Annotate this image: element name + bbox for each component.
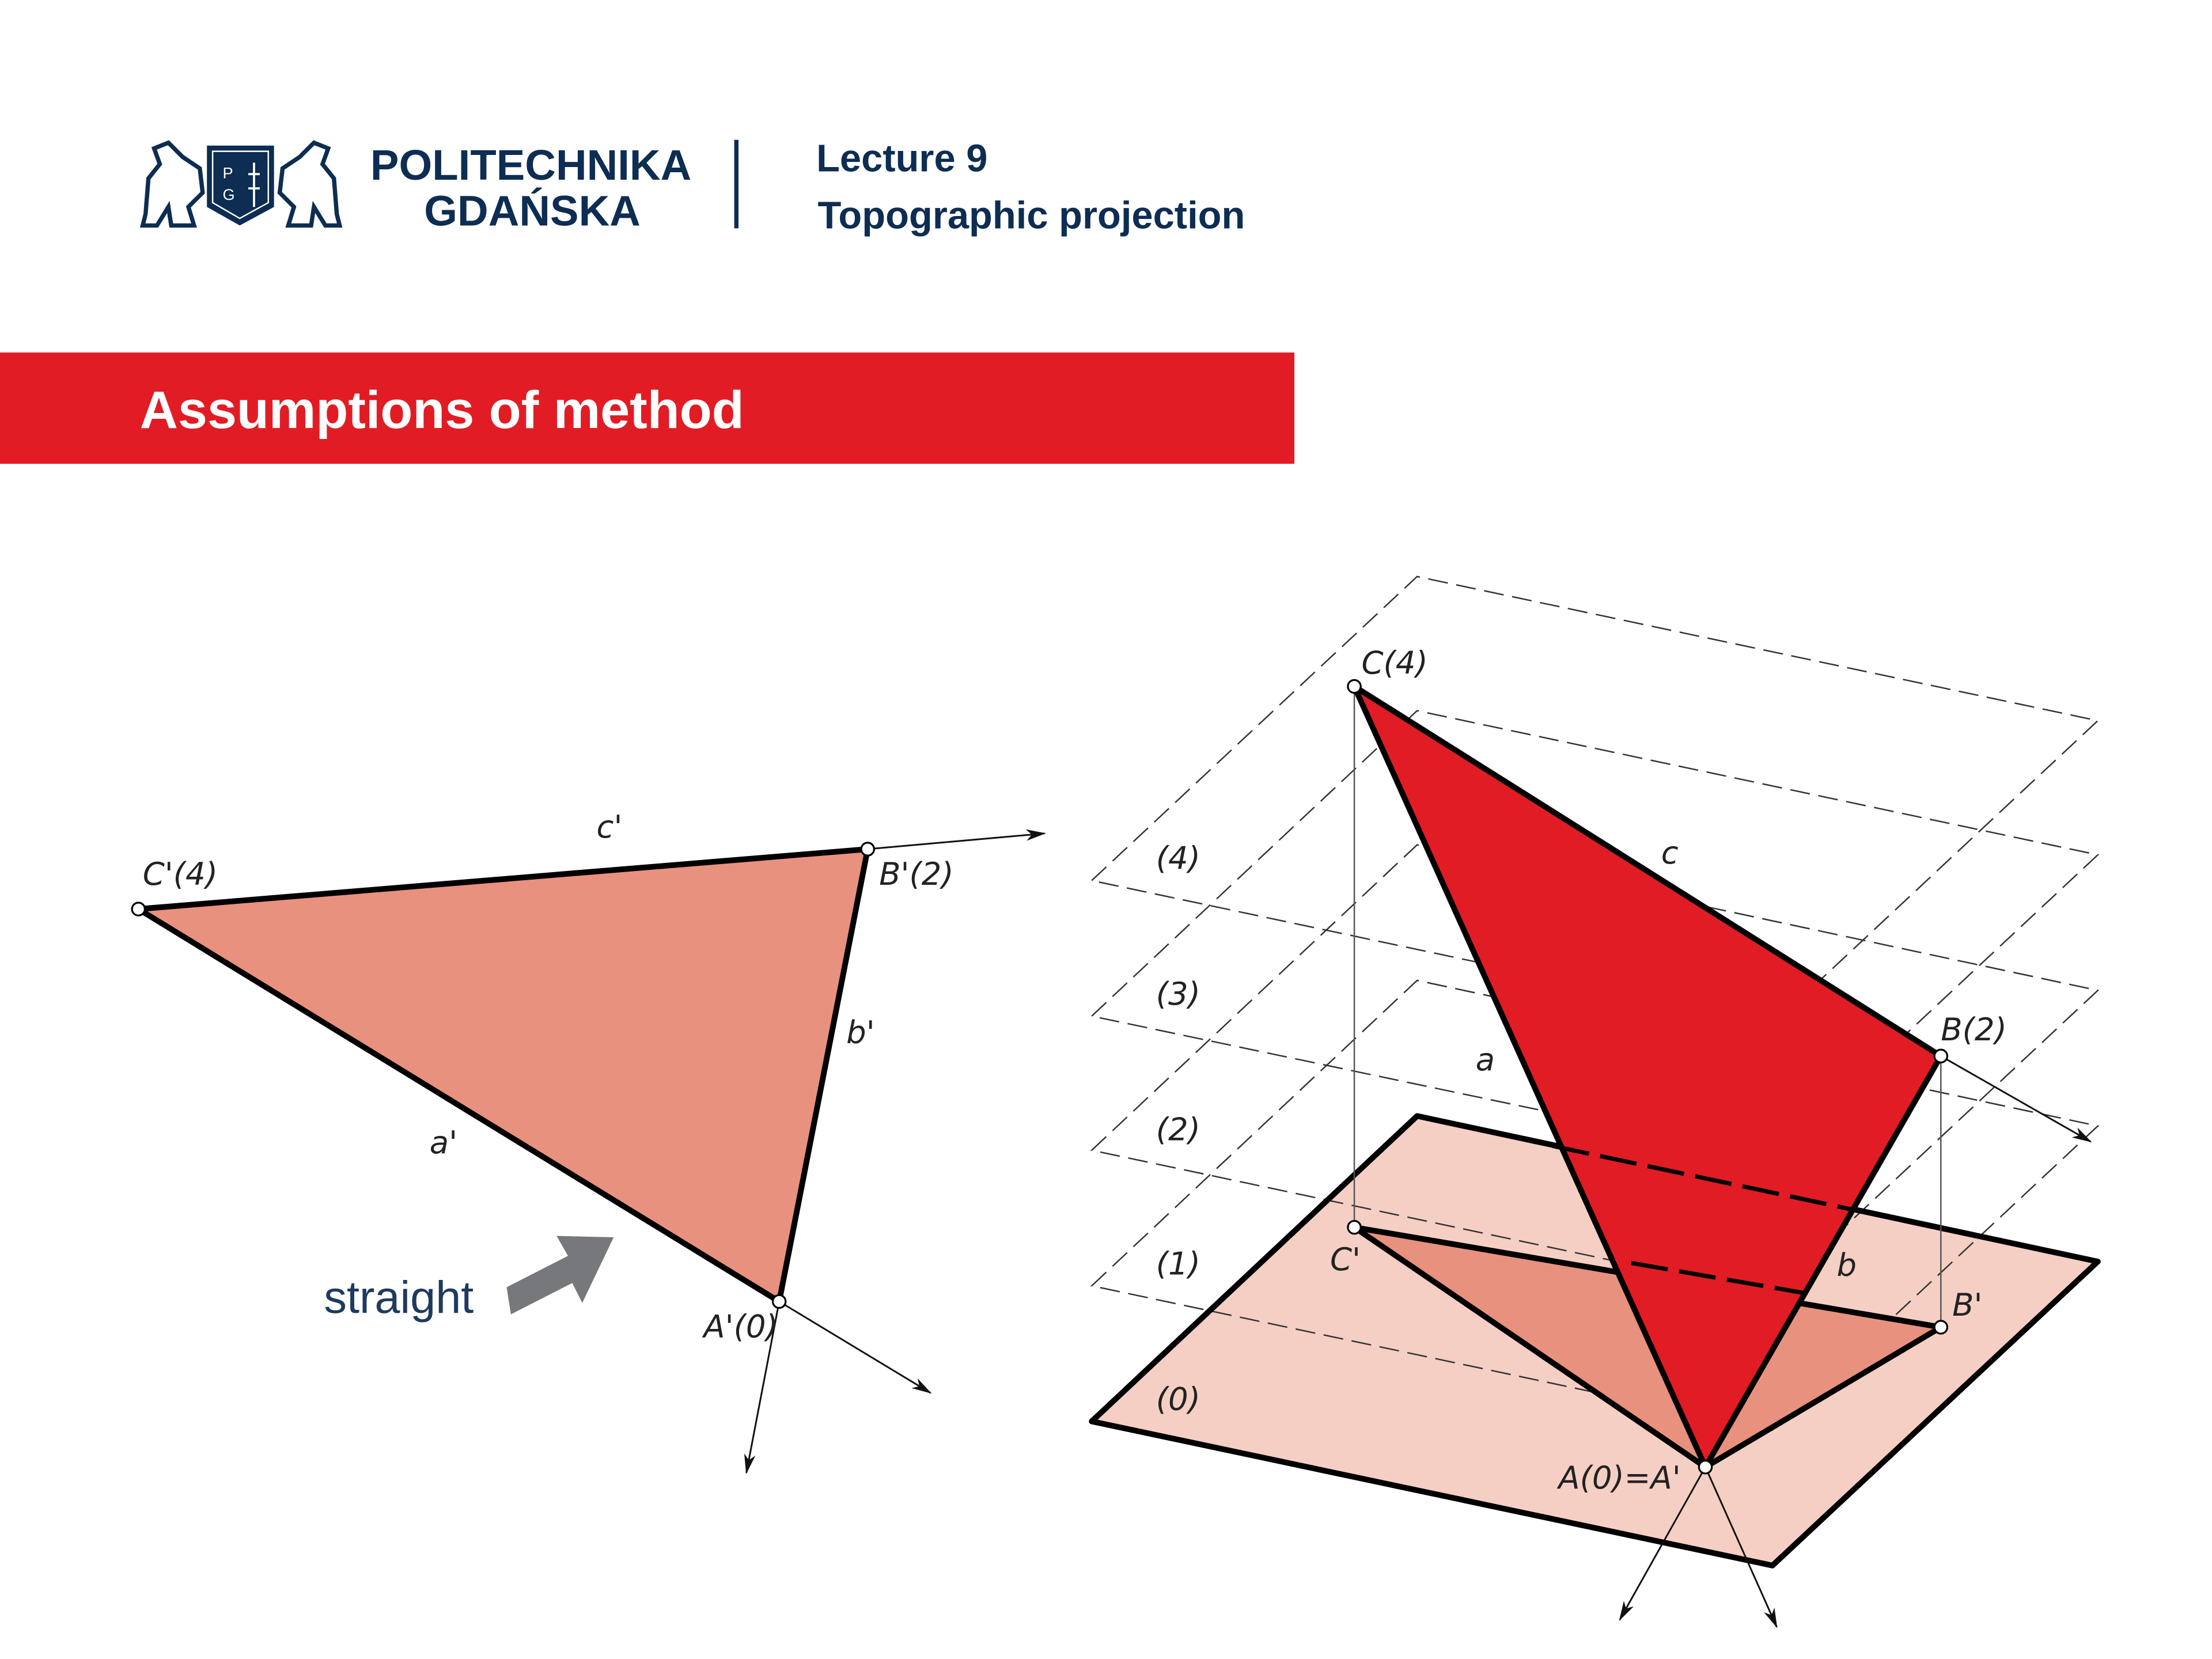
label-a: A(0)=A' <box>1556 1459 1680 1496</box>
projected-triangle <box>135 846 871 1305</box>
note-text: straight <box>324 1271 474 1323</box>
lecture-topic: Topographic projection <box>818 194 1245 237</box>
label-b: B(2) <box>1941 1011 2007 1048</box>
label-edge-b: b <box>1836 1247 1857 1283</box>
direction-arrow <box>778 1301 932 1394</box>
spatial-triangle <box>1351 683 1944 1470</box>
level-label: (0) <box>1156 1381 1200 1418</box>
label-edge-c: c <box>1661 834 1679 871</box>
direction-arrow <box>1619 1467 1706 1622</box>
point-c-projection <box>1347 1219 1362 1235</box>
label-a: A'(0) <box>702 1308 778 1344</box>
level-label: (1) <box>1156 1245 1200 1282</box>
label-edge-b: b' <box>846 1014 875 1051</box>
right-figure: (0) (1) (2) (3) (4) C(4) c a B(2) b C' B… <box>1089 575 2101 1628</box>
section-title: Assumptions of method <box>140 381 744 440</box>
label-c: C(4) <box>1361 644 1427 681</box>
university-name-line1: POLITECHNIKA <box>370 141 691 189</box>
point-b <box>1933 1048 1949 1064</box>
university-name-line2: GDAŃSKA <box>424 187 641 234</box>
label-c-projection: C' <box>1330 1241 1361 1278</box>
label-c: C'(4) <box>143 855 218 892</box>
section-banner <box>0 352 1295 464</box>
university-logo: P G <box>139 140 343 228</box>
svg-text:G: G <box>222 185 234 203</box>
label-edge-a: a <box>1476 1041 1495 1078</box>
point-b-projection <box>1933 1320 1949 1335</box>
level-label: (4) <box>1156 840 1200 877</box>
point-b <box>860 842 876 857</box>
label-edge-a: a' <box>430 1124 457 1161</box>
lecture-number: Lecture 9 <box>816 137 987 180</box>
hidden-projection-edge <box>1631 1260 1805 1296</box>
point-a <box>1698 1460 1713 1475</box>
direction-arrow <box>868 829 1046 850</box>
label-edge-c: c' <box>597 808 623 845</box>
level-label: (2) <box>1156 1111 1200 1147</box>
base-plane-edge <box>1089 1113 2101 1569</box>
left-figure: C'(4) c' B'(2) b' a' A'(0) straight <box>131 808 1046 1475</box>
hidden-plane-edge <box>1552 1143 1856 1213</box>
level-label: (3) <box>1156 975 1200 1012</box>
arrow-icon <box>506 1236 614 1315</box>
direction-arrow <box>1940 1055 2092 1143</box>
point-c <box>131 902 146 916</box>
direction-arrow <box>744 1301 781 1475</box>
label-b-projection: B' <box>1952 1286 1982 1323</box>
direction-arrow <box>1705 1467 1778 1628</box>
label-b: B'(2) <box>879 855 954 892</box>
svg-text:P: P <box>222 164 233 182</box>
point-a <box>771 1294 787 1309</box>
level-planes <box>1090 575 2100 1431</box>
point-c <box>1347 679 1362 694</box>
